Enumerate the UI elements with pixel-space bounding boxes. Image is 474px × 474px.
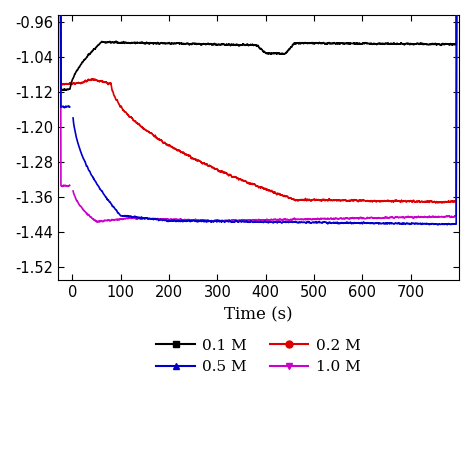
Legend: 0.1 M, 0.5 M, 0.2 M, 1.0 M: 0.1 M, 0.5 M, 0.2 M, 1.0 M [150, 332, 367, 380]
X-axis label: Time (s): Time (s) [224, 306, 293, 323]
